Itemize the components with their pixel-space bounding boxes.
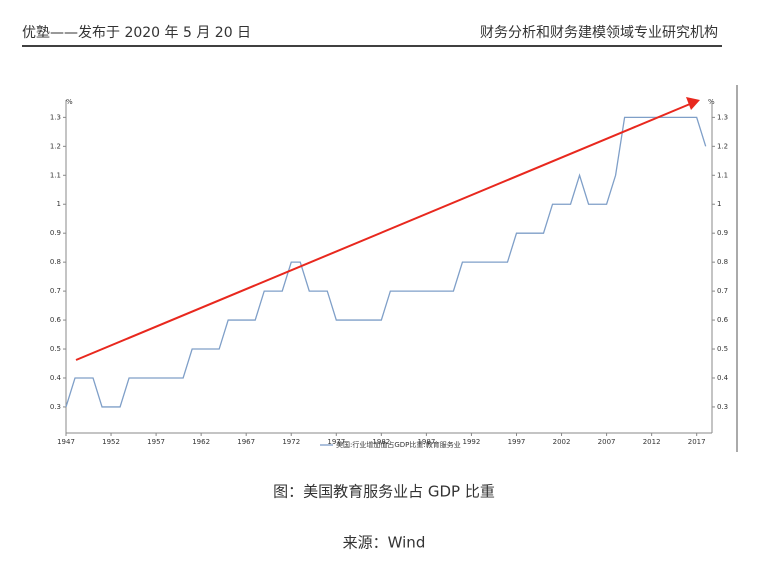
x-tick-label: 2012 [643,438,661,446]
y2-tick-label: 0.3 [717,403,728,411]
header-left: 优塾——发布于 2020 年 5 月 20 日 [22,25,251,41]
x-tick-label: 2002 [553,438,571,446]
y-tick-label: 0.3 [50,403,61,411]
legend-label: 美国:行业增加值占GDP比重:教育服务业 [336,440,461,449]
y2-tick-label: 0.7 [717,287,728,295]
x-tick-label: 1987 [417,438,435,446]
x-tick-label: 1947 [57,438,75,446]
y-tick-label: 1.3 [50,113,61,121]
y2-tick-label: 0.9 [717,229,728,237]
x-tick-label: 1992 [463,438,481,446]
y2-tick-label: 1.3 [717,113,728,121]
trend-arrow-head [686,97,700,110]
x-tick-label: 1972 [282,438,300,446]
y-tick-label: 0.9 [50,229,61,237]
y2-tick-label: 0.5 [717,345,728,353]
x-tick-label: 1997 [508,438,526,446]
y2-tick-label: 0.8 [717,258,728,266]
trend-arrow [75,103,691,361]
y-tick-label: 1.2 [50,142,61,150]
y2-tick-label: 0.4 [717,374,729,382]
x-tick-label: 1962 [192,438,210,446]
x-tick-label: 2017 [688,438,706,446]
y2-tick-label: 1 [717,200,721,208]
y2-tick-label: 0.6 [717,316,729,324]
x-tick-label: 1952 [102,438,120,446]
caption: 图：美国教育服务业占 GDP 比重 [273,483,495,501]
plot: 0.3 0.4 0.5 0.6 0.7 0.8 0.9 1 1.1 1.2 1.3 0.3 0.4 0.5… [50,100,729,449]
source: 来源：Wind [343,534,426,552]
y-tick-label: 0.6 [50,316,62,324]
y-tick-label: 0.5 [50,345,61,353]
x-tick-label: 1967 [237,438,255,446]
y2-tick-label: 1.2 [717,142,728,150]
y2-tick-label: 1.1 [717,171,728,179]
x-tick-label: 1957 [147,438,165,446]
y-tick-label: 0.7 [50,287,61,295]
y-tick-label: 0.8 [50,258,61,266]
x-tick-label: 1982 [372,438,390,446]
y-tick-label: 1 [57,200,61,208]
y-tick-label: 1.1 [50,171,61,179]
x-tick-label: 2007 [598,438,616,446]
x-tick-label: 1977 [327,438,345,446]
y-tick-label: 0.4 [50,374,62,382]
y-unit: % [66,98,73,106]
header-right: 财务分析和财务建模领域专业研究机构 [480,25,718,41]
series-line [65,116,707,408]
